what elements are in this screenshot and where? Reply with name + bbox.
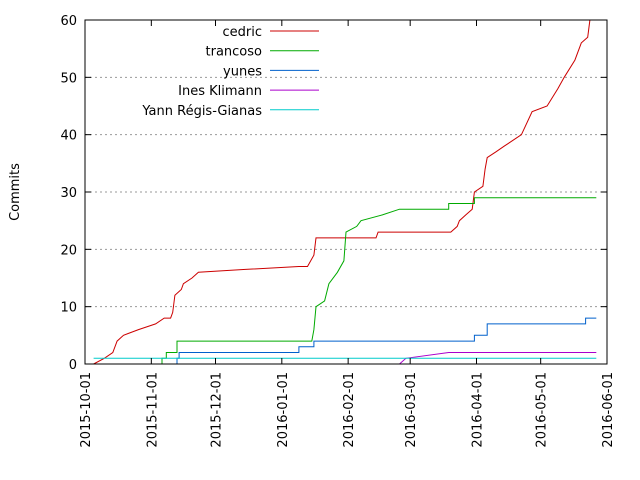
x-tick-label: 2016-05-01 <box>535 372 550 448</box>
y-axis-tick-labels: 0 10 20 30 40 50 60 <box>60 14 77 373</box>
y-tick-label: 60 <box>60 14 77 29</box>
legend-label: Ines Klimann <box>178 84 262 99</box>
x-tick-label: 2015-12-01 <box>210 372 225 448</box>
grid-lines <box>85 76 607 308</box>
legend-label: Yann Régis-Gianas <box>141 104 262 119</box>
legend-label: trancoso <box>206 45 263 60</box>
series-line-trancoso <box>161 197 597 364</box>
series-line-yunes <box>176 317 597 364</box>
x-tick-label: 2015-11-01 <box>145 372 160 448</box>
legend: cedric trancoso yunes Ines Klimann Yann Régi… <box>141 25 319 119</box>
x-axis-tick-labels: 2015-10-01 2015-11-01 2015-12-01 2016-01-01… <box>79 372 616 448</box>
y-tick-label: 10 <box>60 301 77 316</box>
x-tick-label: 2016-01-01 <box>276 372 291 448</box>
series-line-cedric <box>93 19 591 365</box>
x-tick-label: 2016-02-01 <box>342 372 357 448</box>
x-tick-label: 2015-10-01 <box>79 372 94 448</box>
y-tick-label: 20 <box>60 243 77 258</box>
y-tick-label: 0 <box>69 358 77 373</box>
legend-label: yunes <box>223 64 262 79</box>
axis-ticks <box>84 19 608 365</box>
legend-label: cedric <box>222 25 262 40</box>
x-tick-label: 2016-04-01 <box>471 372 486 448</box>
y-tick-label: 30 <box>60 186 77 201</box>
y-tick-label: 40 <box>60 129 77 144</box>
y-axis-label: Commits <box>8 163 23 221</box>
y-tick-label: 50 <box>60 71 77 86</box>
series-lines <box>93 19 597 365</box>
series-line-ines-klimann <box>399 352 597 365</box>
x-tick-label: 2016-03-01 <box>404 372 419 448</box>
x-tick-label: 2016-06-01 <box>601 372 616 448</box>
